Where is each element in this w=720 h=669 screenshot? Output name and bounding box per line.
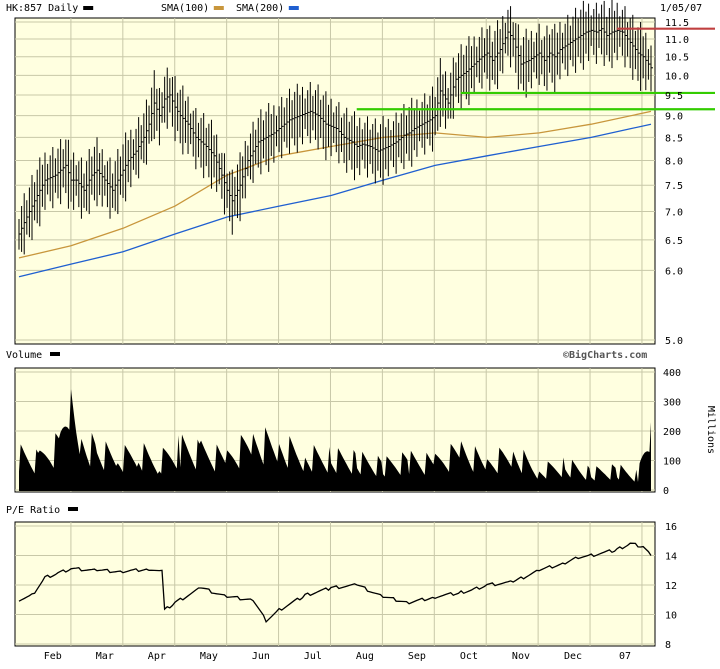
price-tick-label: 6.0 <box>665 266 683 277</box>
x-month-label: 07 <box>619 651 631 662</box>
pe-tick-label: 8 <box>665 640 671 651</box>
x-month-label: Dec <box>564 651 582 662</box>
x-axis-months: Feb Mar Apr May Jun Jul Aug Sep Oct Nov Dec 07 <box>44 651 631 662</box>
legend-swatch <box>213 6 224 10</box>
price-tick-label: 7.5 <box>665 181 683 192</box>
price-tick-label: 5.0 <box>665 336 683 347</box>
x-month-label: Oct <box>460 651 478 662</box>
price-tick-label: 7.0 <box>665 208 683 219</box>
x-month-label: May <box>200 651 218 662</box>
pe-legend-swatch <box>68 507 78 511</box>
legend-label: SMA(200) <box>236 3 284 14</box>
legend-swatch <box>288 6 299 10</box>
volume-tick-label: 0 <box>663 486 669 497</box>
legend-label: SMA(100) <box>161 3 209 14</box>
volume-ylabel: Millions <box>705 406 716 454</box>
volume-tick-label: 400 <box>663 368 681 379</box>
volume-title: Volume <box>6 350 42 361</box>
price-tick-label: 6.5 <box>665 236 683 247</box>
volume-tick-label: 300 <box>663 398 681 409</box>
price-tick-label: 8.5 <box>665 133 683 144</box>
pe-panel-bg <box>14 521 656 647</box>
volume-tick-label: 100 <box>663 457 681 468</box>
price-tick-label: 11.5 <box>665 18 689 29</box>
pe-y-ticks: 16 14 12 10 8 <box>665 522 677 651</box>
watermark: ©BigCharts.com <box>563 349 647 361</box>
x-month-label: Aug <box>356 651 374 662</box>
volume-series <box>19 389 651 491</box>
legend: HK:857 Daily SMA(100) SMA(200) <box>6 3 299 14</box>
pe-grid <box>15 522 655 646</box>
price-tick-label: 11.0 <box>665 35 689 46</box>
x-month-label: Apr <box>148 651 166 662</box>
pe-title: P/E Ratio <box>6 505 60 516</box>
volume-area <box>19 389 651 491</box>
pe-tick-label: 10 <box>665 611 677 622</box>
sma-line <box>18 123 652 278</box>
x-month-label: Jul <box>304 651 322 662</box>
price-tick-label: 10.5 <box>665 53 689 64</box>
volume-y-ticks: 400 300 200 100 0 <box>663 368 681 497</box>
x-month-label: Sep <box>408 651 426 662</box>
price-y-ticks: 11.5 11.0 10.5 10.0 9.5 9.0 8.5 8.0 7.5 7.0 6.5 6.0… <box>665 18 689 347</box>
x-month-label: Feb <box>44 651 62 662</box>
price-tick-label: 8.0 <box>665 157 683 168</box>
volume-tick-label: 200 <box>663 427 681 438</box>
price-annotations <box>356 27 715 111</box>
price-panel-bg <box>14 17 656 345</box>
price-series <box>18 0 653 278</box>
x-month-label: Mar <box>96 651 114 662</box>
price-grid <box>15 18 655 344</box>
pe-line <box>18 542 652 624</box>
x-month-label: Jun <box>252 651 270 662</box>
pe-tick-label: 16 <box>665 522 677 533</box>
x-month-label: Nov <box>512 651 530 662</box>
date-label: 1/05/07 <box>660 3 702 14</box>
price-tick-label: 10.0 <box>665 71 689 82</box>
volume-legend-swatch <box>50 352 60 356</box>
pe-tick-label: 12 <box>665 581 677 592</box>
pe-tick-label: 14 <box>665 552 677 563</box>
legend-label: HK:857 Daily <box>6 3 78 14</box>
price-tick-label: 9.0 <box>665 112 683 123</box>
price-tick-label: 9.5 <box>665 91 683 102</box>
legend-swatch <box>83 6 94 10</box>
pe-series <box>18 542 652 624</box>
